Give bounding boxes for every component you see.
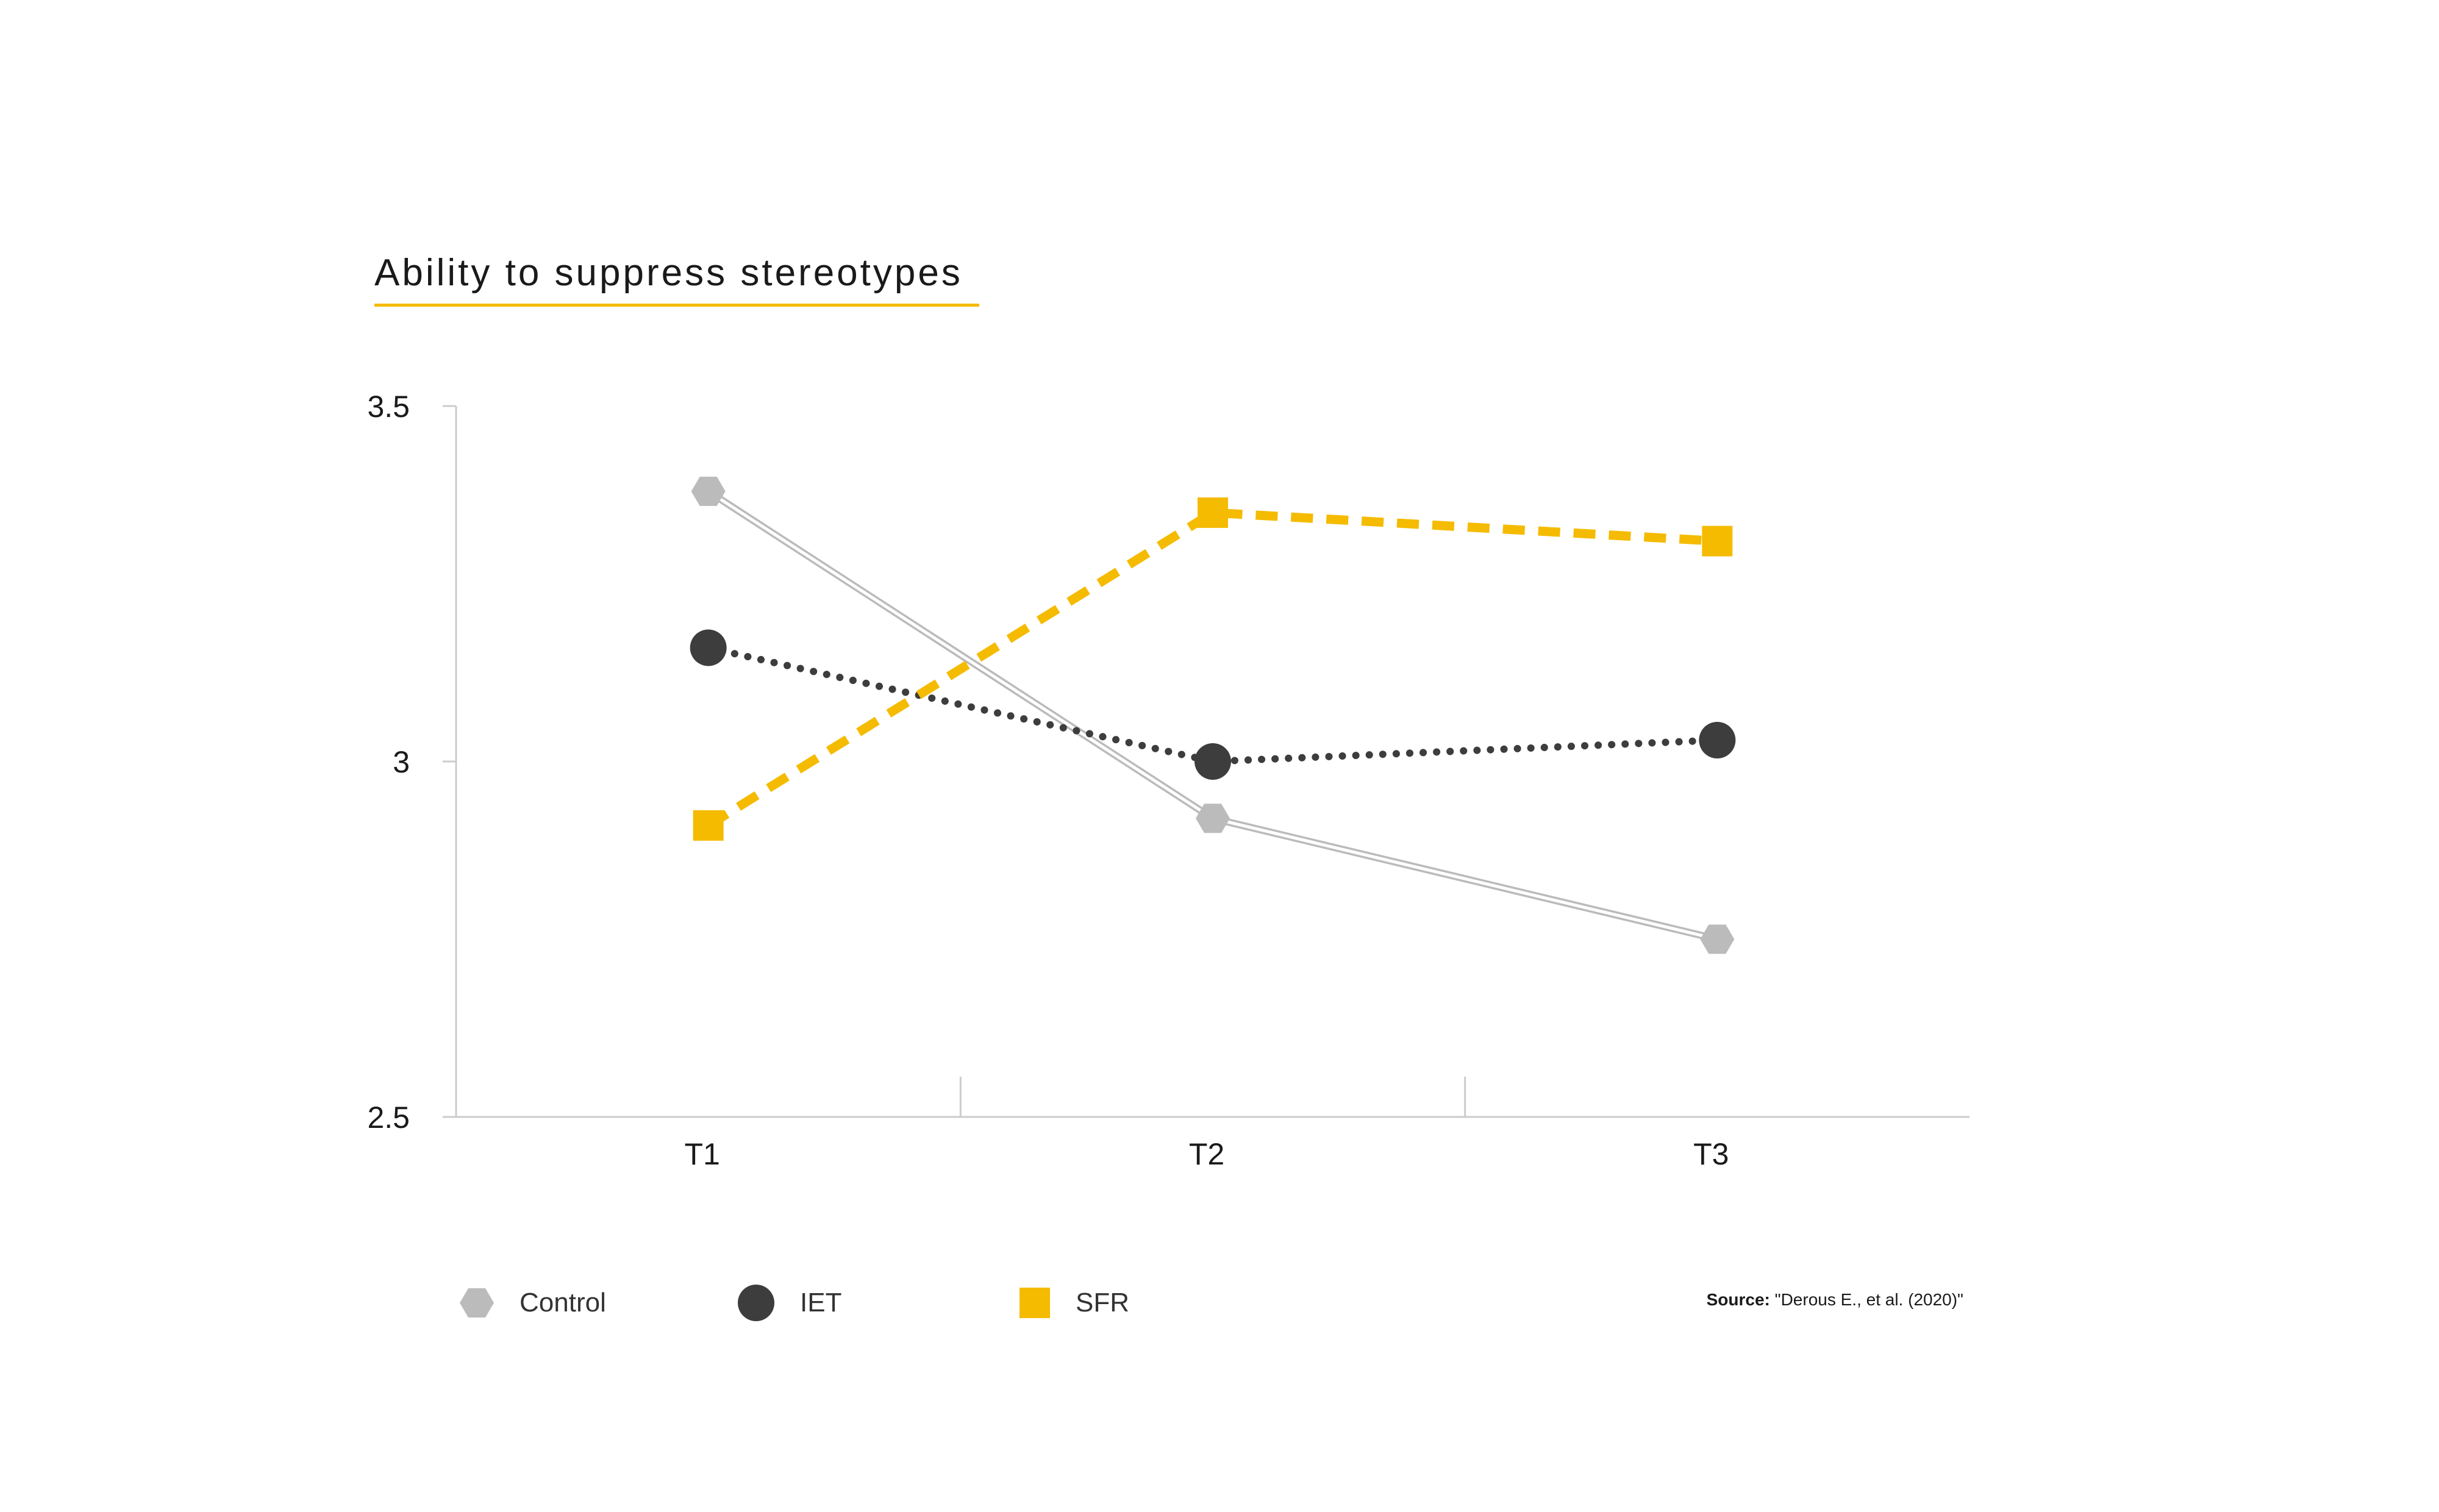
data-point-control (1700, 924, 1735, 954)
series-line-control (706, 488, 1718, 943)
source-note: Source: "Derous E., et al. (2020)" (1646, 1290, 1963, 1310)
data-point-iet (1699, 722, 1736, 759)
data-point-control (1196, 804, 1230, 833)
data-point-sfr (1198, 497, 1228, 528)
data-point-sfr (1702, 526, 1733, 557)
hexagon-icon (460, 1288, 494, 1318)
chart-tick-labels: 2.5 3 3.5 T1 T2 T3 (367, 390, 1729, 1171)
chart-lines (704, 488, 1721, 943)
series-line-sfr (705, 508, 1718, 830)
legend-label-sfr: SFR (1076, 1288, 1129, 1318)
square-icon (1020, 1288, 1050, 1318)
source-text: "Derous E., et al. (2020)" (1774, 1290, 1963, 1309)
x-tick-label: T2 (1189, 1137, 1224, 1171)
data-point-iet (690, 629, 727, 666)
y-tick-label: 3 (393, 745, 410, 779)
y-tick-label: 2.5 (367, 1100, 410, 1135)
legend-label-iet: IET (800, 1288, 842, 1318)
source-label: Source: (1706, 1290, 1770, 1309)
legend-item-control: Control (459, 1275, 606, 1330)
series-line-iet (704, 644, 1721, 766)
circle-icon (738, 1285, 774, 1321)
legend-label-control: Control (520, 1288, 606, 1318)
chart-markers (690, 476, 1736, 954)
x-tick-label: T1 (684, 1137, 720, 1171)
legend-item-iet: IET (737, 1275, 841, 1330)
x-tick-label: T3 (1693, 1137, 1729, 1171)
y-tick-label: 3.5 (367, 390, 410, 424)
data-point-control (691, 476, 726, 506)
title-underline (374, 304, 979, 307)
series-line-inner-control (707, 490, 1718, 941)
data-point-sfr (693, 810, 724, 841)
legend-item-sfr: SFR (1018, 1275, 1129, 1330)
chart-axes (443, 405, 1969, 1118)
chart-title: Ability to suppress stereotypes (374, 252, 963, 294)
data-point-iet (1195, 743, 1231, 780)
